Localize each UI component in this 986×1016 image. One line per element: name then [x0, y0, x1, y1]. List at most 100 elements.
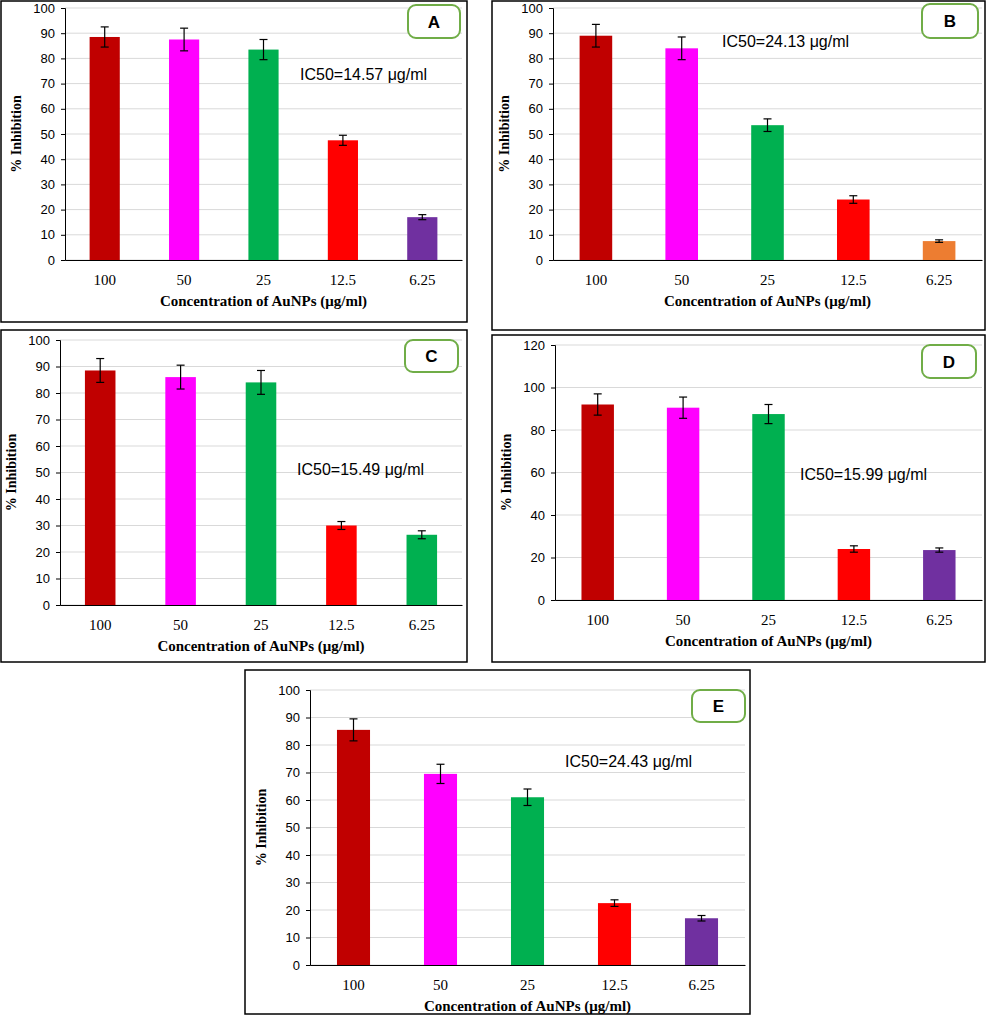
tick-mark [306, 938, 310, 939]
tick: 90 [286, 710, 310, 725]
tick-mark [56, 367, 60, 368]
tick: 60 [41, 101, 65, 116]
tick: 100 [278, 683, 310, 698]
tick-label: 30 [41, 177, 55, 192]
panel: 020406080100120100502512.56.25% Inhibiti… [492, 335, 985, 662]
tick-mark [61, 184, 65, 185]
bar [598, 903, 631, 965]
tick: 60 [36, 439, 60, 454]
error-stem [263, 40, 264, 60]
tick-label: 12.5 [330, 272, 356, 288]
x-axis: 100502512.56.25 [66, 260, 463, 288]
panel-frame [1, 330, 467, 662]
error-cap [849, 203, 857, 204]
error-bar [180, 28, 188, 51]
tick-mark [306, 690, 310, 691]
tick: 90 [529, 26, 553, 41]
panel-frame [1, 1, 467, 322]
tick-label: 6.25 [409, 617, 435, 633]
y-axis: 0102030405060708090100 [278, 683, 310, 973]
error-stem [681, 37, 682, 60]
tick-mark [56, 473, 60, 474]
tick: 0 [536, 253, 553, 268]
error-bar [594, 394, 602, 415]
error-cap [337, 521, 345, 522]
grid [60, 340, 462, 605]
bar [90, 37, 120, 260]
bar [751, 125, 784, 260]
tick-mark [61, 84, 65, 85]
tick: 90 [41, 26, 65, 41]
panel-label-box [922, 345, 976, 378]
tick-mark [56, 605, 60, 606]
tick-label: 0 [536, 253, 543, 268]
tick-mark [306, 855, 310, 856]
tick-label: 100 [342, 977, 365, 993]
tick-mark [56, 446, 60, 447]
grid-line [310, 690, 745, 691]
error-stem [597, 394, 598, 415]
error-stem [342, 135, 343, 145]
tick: 12.5 [330, 260, 356, 288]
tick-mark [306, 883, 310, 884]
error-stem [440, 764, 441, 783]
tick-mark [306, 965, 310, 966]
tick: 50 [36, 465, 60, 480]
bar [328, 140, 358, 260]
axis-line [61, 605, 463, 606]
tick: 10 [529, 227, 553, 242]
grid-line [310, 745, 745, 746]
error-cap [849, 195, 857, 196]
error-cap [101, 46, 109, 47]
error-bar [337, 522, 345, 530]
tick: 40 [531, 508, 555, 523]
axis-line [549, 9, 554, 261]
tick: 6.25 [926, 600, 952, 628]
tick-label: 40 [529, 152, 543, 167]
tick-label: 50 [674, 272, 689, 288]
panel-label-box [405, 340, 458, 372]
bar [581, 405, 613, 601]
tick: 0 [293, 958, 310, 973]
error-cap [611, 906, 619, 907]
tick: 10 [36, 571, 60, 586]
tick-mark [61, 260, 65, 261]
error-cap [935, 239, 943, 240]
x-axis-title: Concentration of AuNPs (μg/ml) [665, 633, 872, 650]
error-stem [341, 522, 342, 530]
tick: 40 [41, 152, 65, 167]
grid-line [310, 717, 745, 718]
tick-label: 70 [286, 765, 300, 780]
tick: 10 [41, 227, 65, 242]
axis-line [56, 341, 61, 606]
error-stem [614, 900, 615, 907]
tick-label: 6.25 [926, 612, 952, 628]
error-stem [353, 719, 354, 741]
tick: 25 [256, 260, 271, 288]
tick: 25 [760, 260, 775, 288]
tick: 0 [538, 593, 555, 608]
bar [752, 414, 784, 600]
panel-label-box [408, 5, 460, 38]
error-bar [935, 548, 943, 552]
tick-mark [549, 159, 553, 160]
x-axis: 100502512.56.25 [556, 600, 983, 628]
error-stem [682, 397, 683, 418]
tick-mark [56, 420, 60, 421]
tick: 30 [41, 177, 65, 192]
tick-label: 30 [286, 875, 300, 890]
annotation: IC50=24.13 μg/ml [722, 33, 849, 50]
tick: 6.25 [409, 605, 435, 633]
tick-label: 0 [43, 598, 50, 613]
tick-label: 6.25 [409, 272, 435, 288]
error-stem [595, 24, 596, 47]
tick-mark [551, 558, 555, 559]
error-cap [418, 538, 426, 539]
annotation: IC50=14.57 μg/ml [300, 66, 427, 83]
tick: 12.5 [601, 965, 627, 993]
error-bar [260, 40, 268, 60]
error-cap [678, 59, 686, 60]
error-bar [764, 119, 772, 132]
error-cap [260, 39, 268, 40]
tick: 90 [36, 359, 60, 374]
